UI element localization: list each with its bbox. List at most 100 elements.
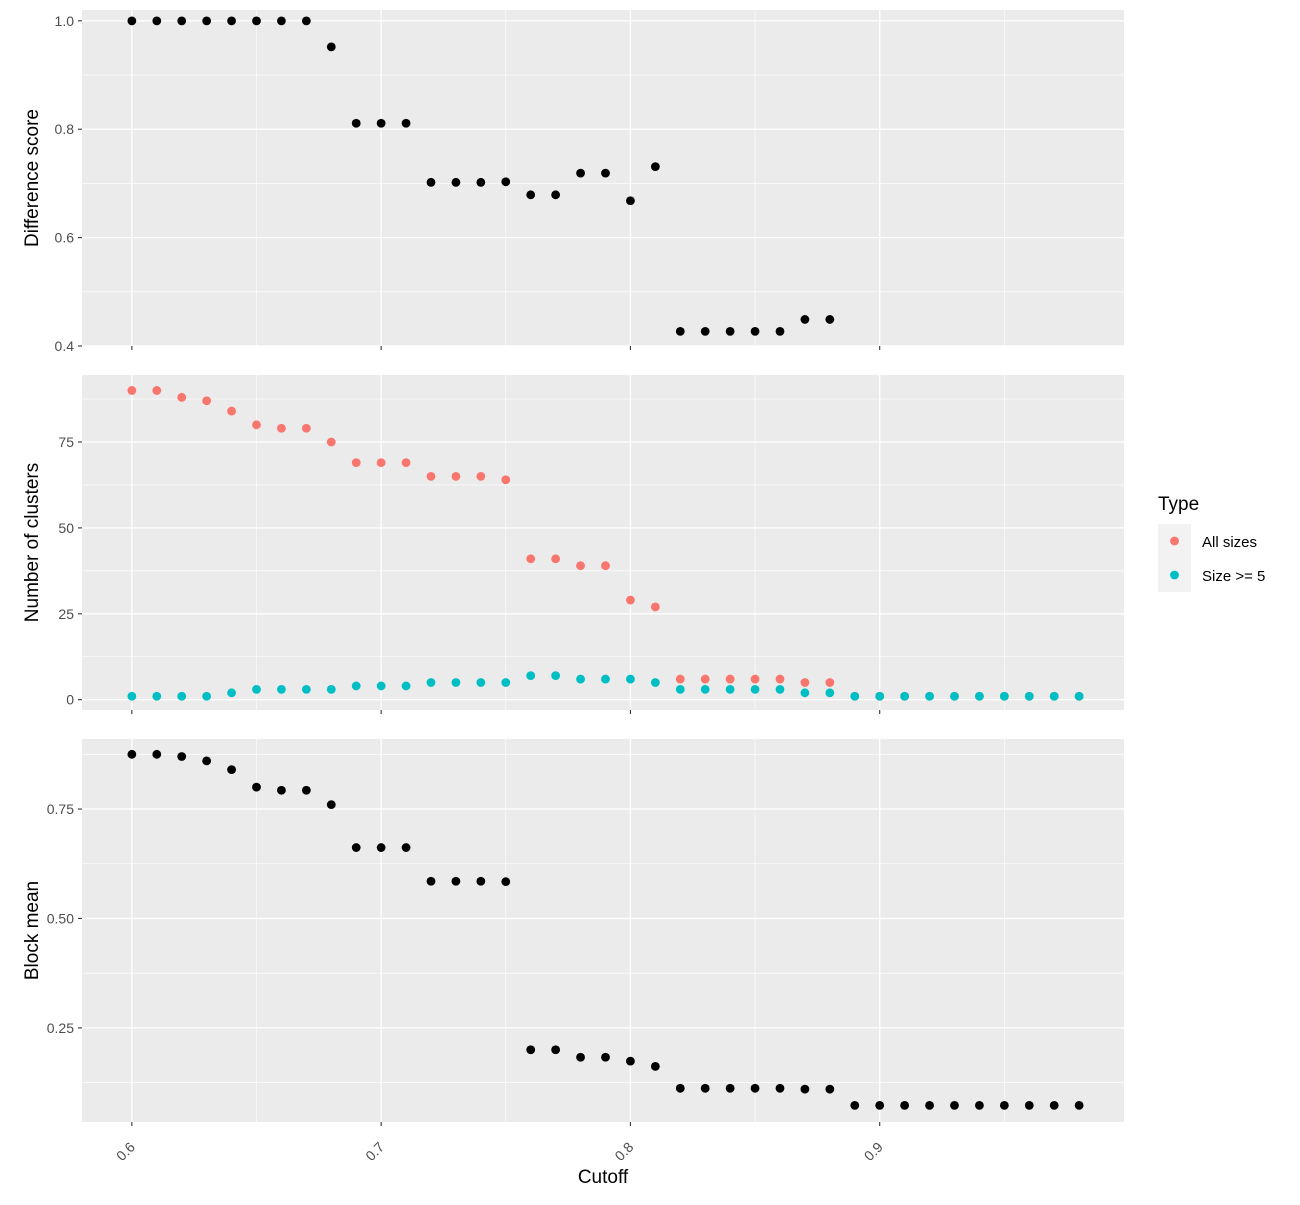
panel-middle-series-0-point bbox=[700, 674, 710, 684]
panel-middle-series-0-point bbox=[301, 423, 311, 433]
panel-bottom-series-0-point bbox=[376, 843, 386, 852]
panel-middle-series-1-point bbox=[750, 684, 760, 694]
panel-middle-series-1-point bbox=[1074, 691, 1084, 701]
panel-bottom-series-0-point bbox=[626, 1056, 635, 1066]
panel-middle-series-0-point bbox=[650, 602, 660, 612]
panel-middle-series-1-point bbox=[401, 681, 411, 691]
panel-bottom-series-0-point bbox=[501, 877, 511, 887]
panel-bottom-series-0-point bbox=[825, 1084, 835, 1094]
panel-top-series-0-point bbox=[601, 168, 610, 178]
x-axis-title: Cutoff bbox=[578, 1167, 629, 1188]
panel-top-series-0-point bbox=[152, 16, 162, 26]
panel-middle-series-1-point bbox=[950, 691, 959, 701]
panel-bottom-series-0-point bbox=[999, 1100, 1009, 1110]
panel-bottom-series-0-point bbox=[875, 1100, 885, 1110]
panel-middle-series-1-point bbox=[277, 684, 286, 694]
panel-top-series-0-point bbox=[401, 118, 411, 128]
panel-middle-series-0-point bbox=[152, 386, 162, 395]
panel-middle-series-1-point bbox=[451, 678, 461, 687]
legend-label-1: Size >= 5 bbox=[1202, 568, 1265, 585]
panel-top-series-0-point bbox=[252, 16, 261, 26]
panel-middle-y-tick-label: 0 bbox=[66, 692, 74, 708]
panel-top-series-0-point bbox=[351, 118, 361, 128]
panel-middle-series-0-point bbox=[775, 674, 785, 684]
panel-middle-series-1-point bbox=[252, 684, 261, 694]
panel-middle-series-1-point bbox=[700, 684, 710, 694]
panel-middle-y-tick-label: 75 bbox=[58, 434, 74, 450]
panel-bottom-series-0-point bbox=[1074, 1100, 1084, 1110]
panel-bottom-series-0-point bbox=[227, 765, 236, 775]
panel-top-series-0-point bbox=[650, 162, 660, 172]
panel-top-series-0-point bbox=[476, 177, 486, 187]
panel-top-series-0-point bbox=[326, 42, 336, 52]
panel-middle-series-1-point bbox=[551, 671, 561, 681]
panel-bottom-series-0-point bbox=[202, 756, 212, 766]
panel-middle-series-1-point bbox=[351, 681, 361, 691]
panel-middle-series-1-point bbox=[426, 678, 436, 687]
legend-key-symbol-1 bbox=[1170, 570, 1179, 580]
panel-bottom-series-0-point bbox=[526, 1045, 536, 1055]
panel-top-series-0-point bbox=[725, 326, 735, 336]
panel-bottom-series-0-point bbox=[326, 800, 336, 810]
panel-top-series-0-point bbox=[177, 16, 187, 26]
panel-middle-series-0-point bbox=[177, 392, 187, 402]
panel-top-y-tick-label: 0.8 bbox=[55, 121, 75, 137]
panel-middle-series-0-point bbox=[376, 458, 386, 468]
panel-bottom-series-0-point bbox=[900, 1100, 910, 1110]
panel-middle-series-0-point bbox=[451, 471, 461, 481]
panel-middle-series-1-point bbox=[326, 684, 336, 694]
panel-middle-series-0-point bbox=[326, 437, 336, 447]
panel-middle-series-0-point bbox=[127, 386, 137, 395]
panel-middle-series-0-point bbox=[601, 561, 610, 571]
panel-middle-series-1-point bbox=[999, 691, 1009, 701]
panel-middle-series-1-point bbox=[601, 674, 610, 684]
panel-bottom-series-0-point bbox=[277, 785, 286, 795]
panel-middle-series-0-point bbox=[675, 674, 685, 684]
panel-top-series-0-point bbox=[700, 326, 710, 336]
panel-middle-series-0-point bbox=[426, 471, 436, 481]
panel-top-series-0-point bbox=[376, 118, 386, 128]
panel-middle-series-0-point bbox=[401, 458, 411, 468]
panel-middle-series-0-point bbox=[227, 406, 236, 416]
panel-middle-series-0-point bbox=[252, 420, 261, 430]
panel-top-series-0-point bbox=[800, 315, 810, 324]
panel-top-y-axis-title: Difference score bbox=[22, 109, 43, 247]
panel-middle-series-1-point bbox=[975, 691, 984, 701]
panel-bottom-series-0-point bbox=[725, 1083, 735, 1093]
panel-top-series-0-point bbox=[675, 326, 685, 336]
panel-top-y-tick-label: 0.4 bbox=[55, 338, 75, 354]
panel-bottom-series-0-point bbox=[925, 1100, 934, 1110]
panel-bottom-series-0-point bbox=[750, 1083, 760, 1093]
panel-middle-series-1-point bbox=[476, 678, 486, 687]
panel-middle-series-1-point bbox=[775, 684, 785, 694]
panel-top-series-0-point bbox=[526, 190, 536, 200]
panel-top-series-0-point bbox=[202, 16, 212, 26]
panel-bottom-y-tick-label: 0.75 bbox=[47, 801, 74, 817]
panel-middle-series-1-point bbox=[301, 684, 311, 694]
panel-middle-series-0-point bbox=[576, 561, 585, 571]
panel-bottom-series-0-point bbox=[127, 749, 137, 759]
panel-bottom-series-0-point bbox=[775, 1083, 785, 1093]
panel-top-series-0-point bbox=[576, 168, 585, 178]
panel-top-background bbox=[82, 10, 1124, 346]
panel-top-series-0-point bbox=[775, 326, 785, 336]
panel-bottom-series-0-point bbox=[650, 1062, 660, 1071]
panel-top-series-0-point bbox=[825, 315, 835, 324]
panel-middle-series-0-point bbox=[825, 678, 835, 687]
panel-middle-series-1-point bbox=[875, 691, 885, 701]
panel-middle-series-1-point bbox=[501, 678, 511, 687]
panel-top-series-0-point bbox=[626, 196, 635, 206]
legend-key-symbol-0 bbox=[1170, 536, 1179, 546]
panel-bottom-series-0-point bbox=[252, 782, 261, 792]
panel-middle-y-tick-label: 25 bbox=[58, 606, 74, 622]
panel-bottom-series-0-point bbox=[1049, 1100, 1059, 1110]
panel-middle-series-0-point bbox=[476, 471, 486, 481]
legend-label-0: All sizes bbox=[1202, 534, 1257, 551]
panel-middle-series-0-point bbox=[501, 475, 511, 485]
legend-title: Type bbox=[1158, 494, 1199, 515]
panel-bottom-series-0-point bbox=[551, 1045, 561, 1055]
panel-bottom-y-tick-label: 0.25 bbox=[47, 1020, 74, 1036]
panel-top-series-0-point bbox=[501, 177, 511, 187]
